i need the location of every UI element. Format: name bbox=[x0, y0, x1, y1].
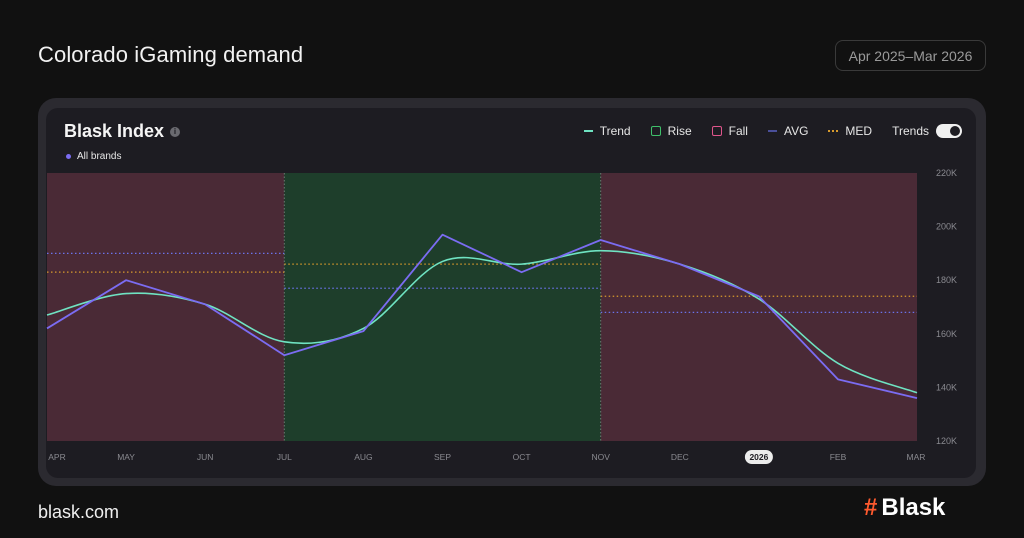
blask-logo: # Blask bbox=[864, 496, 945, 520]
toggle-knob bbox=[950, 126, 960, 136]
logo-text: Blask bbox=[881, 494, 946, 521]
y-tick-label: 200K bbox=[936, 222, 957, 232]
rise-swatch bbox=[650, 126, 661, 136]
trend-swatch bbox=[583, 130, 593, 132]
x-tick-label: SEP bbox=[434, 452, 451, 462]
chart-title: Blask Index i bbox=[64, 121, 181, 142]
trends-toggle-group: Trends bbox=[892, 124, 962, 138]
avg-swatch bbox=[767, 130, 777, 132]
chart-legend: Trend Rise Fall AVG MED Trends bbox=[583, 124, 962, 138]
x-tick-label: DEC bbox=[671, 452, 689, 462]
legend-trend-label: Trend bbox=[599, 124, 631, 138]
x-tick-label: JUN bbox=[197, 452, 214, 462]
x-tick-highlight bbox=[744, 450, 773, 464]
fall-swatch bbox=[711, 126, 722, 136]
legend-item-avg[interactable]: AVG bbox=[767, 124, 809, 138]
y-tick-label: 180K bbox=[936, 275, 957, 285]
x-tick-label: 2026 bbox=[749, 452, 768, 462]
info-icon[interactable]: i bbox=[170, 126, 181, 137]
all-brands-line bbox=[46, 233, 918, 399]
trends-toggle-label: Trends bbox=[892, 124, 929, 138]
x-tick-label: FEB bbox=[830, 452, 847, 462]
x-tick-label: MAR bbox=[907, 452, 926, 462]
legend-med-label: MED bbox=[845, 124, 873, 138]
legend-item-med[interactable]: MED bbox=[828, 124, 872, 138]
x-tick-label: AUG bbox=[354, 452, 372, 462]
series-dot bbox=[66, 154, 71, 159]
page-title: Colorado iGaming demand bbox=[38, 42, 304, 67]
legend-rise-label: Rise bbox=[667, 124, 692, 138]
date-range-selector[interactable]: Apr 2025–Mar 2026 bbox=[835, 40, 986, 71]
legend-item-trend[interactable]: Trend bbox=[583, 124, 631, 138]
x-tick-label: OCT bbox=[513, 452, 531, 462]
legend-item-rise[interactable]: Rise bbox=[650, 124, 692, 138]
legend-fall-label: Fall bbox=[728, 124, 748, 138]
med-swatch bbox=[828, 130, 839, 132]
trends-toggle[interactable] bbox=[936, 124, 962, 138]
x-tick-label: NOV bbox=[591, 452, 610, 462]
x-tick-label: MAY bbox=[117, 452, 135, 462]
y-tick-label: 140K bbox=[936, 382, 957, 392]
chart-title-text: Blask Index bbox=[64, 121, 165, 141]
y-tick-label: 220K bbox=[936, 168, 957, 178]
legend-avg-label: AVG bbox=[783, 124, 809, 138]
y-tick-label: 120K bbox=[936, 436, 957, 446]
series-tag-label: All brands bbox=[77, 151, 122, 162]
x-tick-label: JUL bbox=[277, 452, 292, 462]
series-tag-all-brands[interactable]: All brands bbox=[66, 151, 121, 162]
region-fall-2 bbox=[600, 173, 917, 441]
region-fall-0 bbox=[47, 173, 285, 441]
footer-url[interactable]: blask.com bbox=[38, 502, 120, 522]
logo-hash-icon: # bbox=[864, 494, 878, 521]
y-tick-label: 160K bbox=[936, 329, 957, 339]
x-tick-label: APR bbox=[48, 452, 65, 462]
region-rise-1 bbox=[284, 173, 601, 441]
legend-item-fall[interactable]: Fall bbox=[711, 124, 748, 138]
